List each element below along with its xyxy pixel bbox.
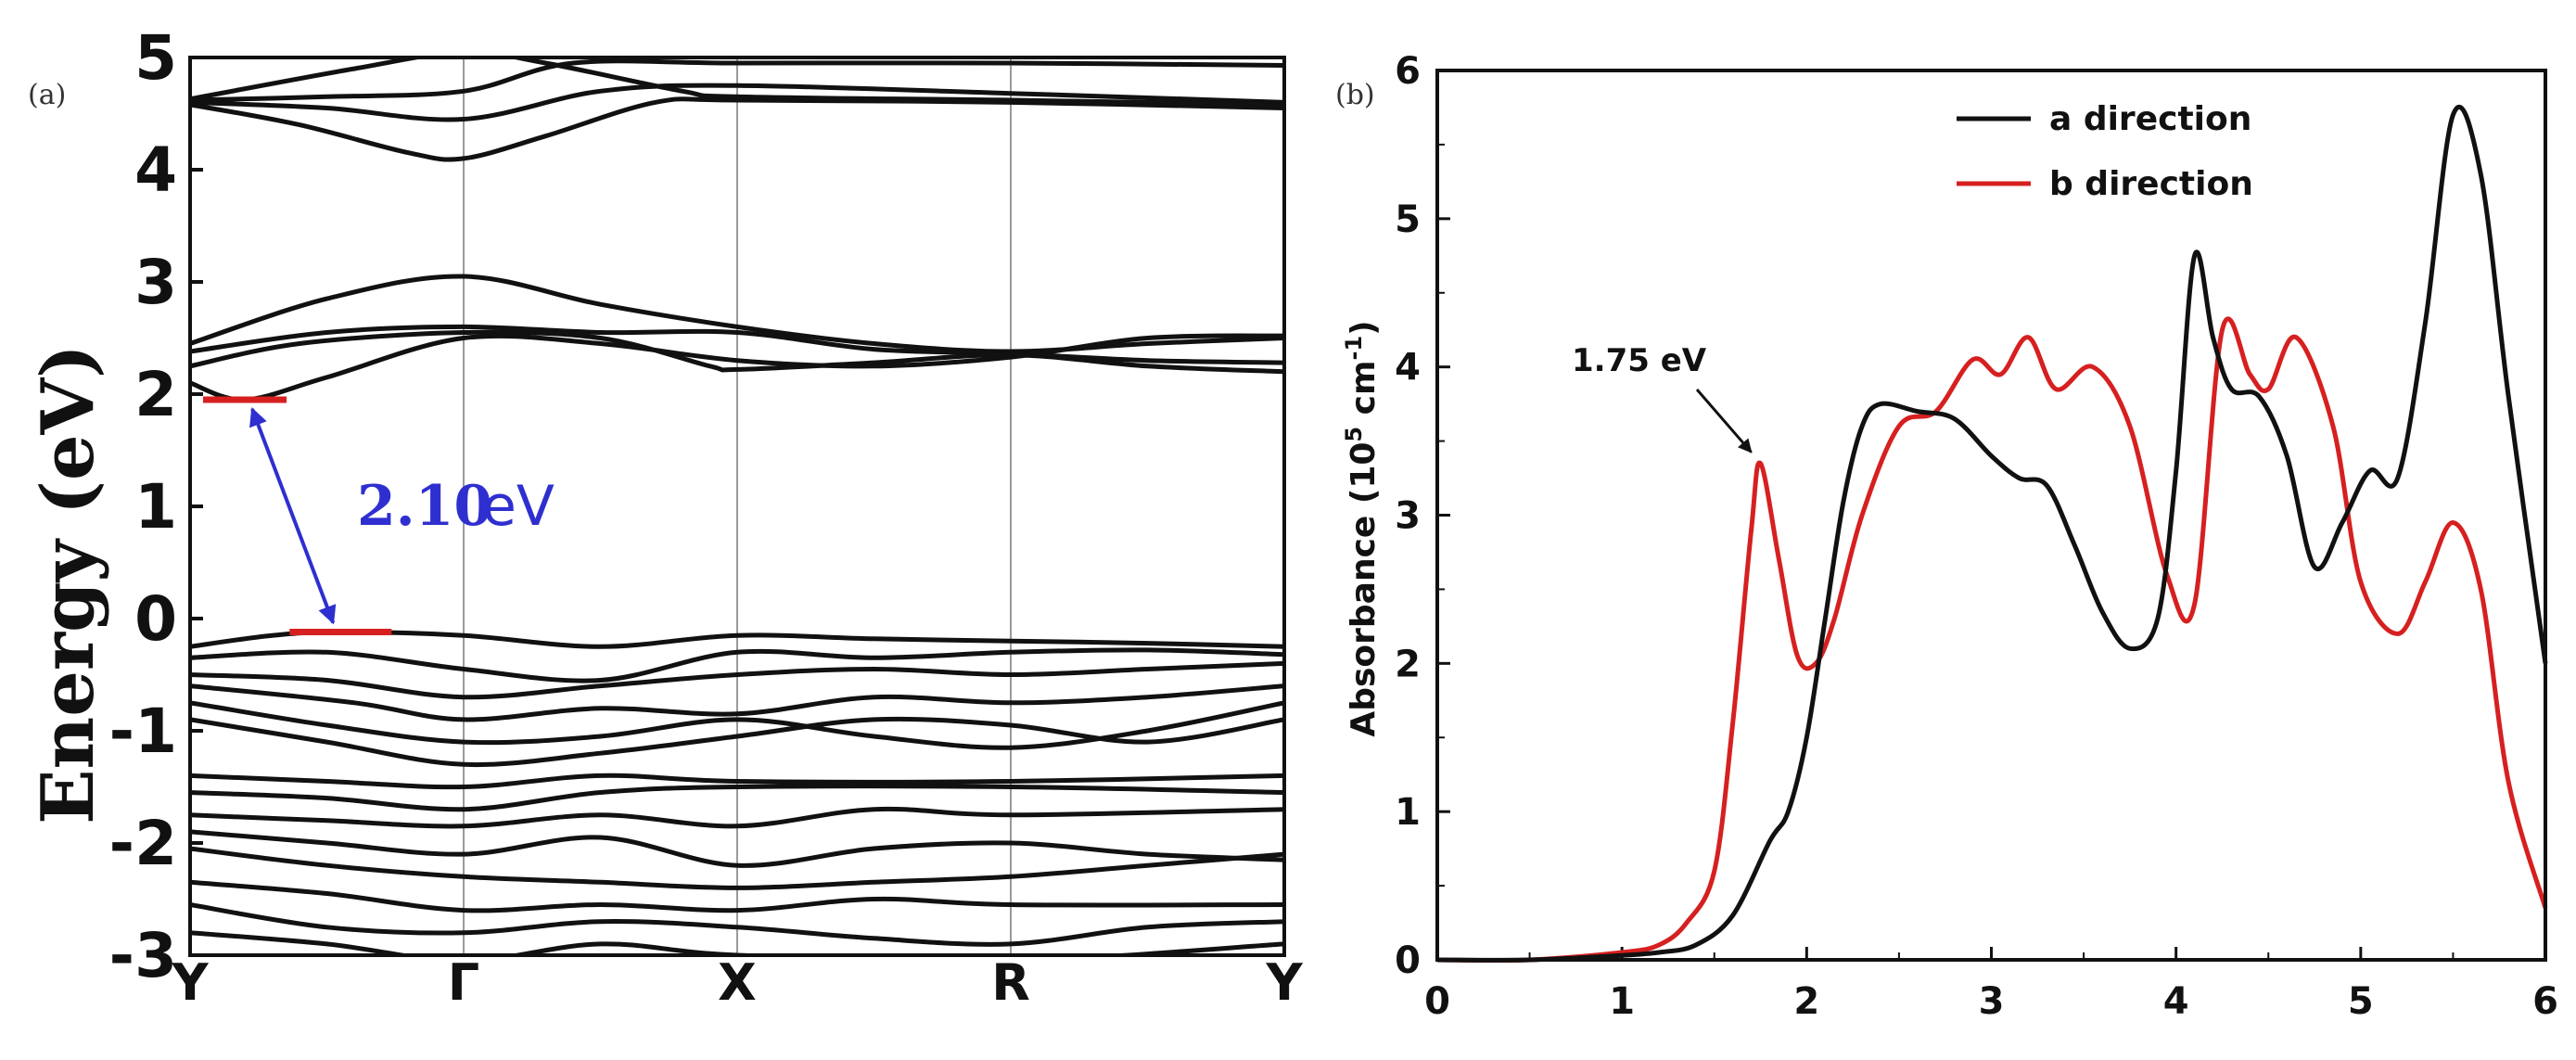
panel-b-y-axis-label: Absorbance (105 cm-1) <box>1341 320 1383 736</box>
ylabel-close: ) <box>1345 320 1383 335</box>
y-tick-label: 3 <box>134 247 177 318</box>
band-gap-arrow <box>249 407 337 625</box>
y-tick-label: -2 <box>109 808 177 879</box>
ylabel-unit-sup: -1 <box>1341 336 1367 361</box>
k-point-label: Γ <box>448 953 479 1012</box>
band-line-cb-top-2 <box>190 83 1284 122</box>
band-line-vb-2 <box>190 647 1284 683</box>
band-line-vb-11 <box>190 846 1284 890</box>
band-line-cb-4 <box>190 333 1284 402</box>
x-tick-label: 6 <box>2532 980 2558 1023</box>
band-line-vb-12 <box>190 879 1284 913</box>
band-gap-unit: eV <box>482 474 555 539</box>
y-tick-label: 1 <box>1395 791 1421 834</box>
y-tick-label: 4 <box>134 134 177 206</box>
k-point-label: X <box>718 953 757 1012</box>
y-tick-label: 0 <box>1395 939 1421 982</box>
y-tick-label: 0 <box>134 583 177 655</box>
y-tick-label: -1 <box>109 696 177 767</box>
band-line-cb-top-1 <box>190 58 1284 103</box>
x-tick-label: 4 <box>2163 980 2189 1023</box>
panel-b-absorbance: (b) Absorbance (105 cm-1) 0 1 2 3 4 5 60123456… <box>1335 50 2558 1023</box>
x-tick-label: 1 <box>1609 980 1635 1023</box>
x-tick-label: 5 <box>2348 980 2374 1023</box>
band-line-cb-2 <box>190 324 1284 365</box>
panel-a-plot-frame <box>188 56 1286 957</box>
y-tick-label: 6 <box>1395 50 1421 93</box>
band-line-vb-6 <box>190 716 1284 768</box>
x-tick-label: 0 <box>1424 980 1450 1023</box>
band-line-vb-9 <box>190 806 1284 829</box>
peak-annotation-arrow <box>1695 389 1753 453</box>
panel-b-plot-frame <box>1435 69 2547 962</box>
ylabel-main: Absorbance (10 <box>1345 442 1383 737</box>
k-point-label: Y <box>171 953 209 1012</box>
peak-annotation-label: 1.75 eV <box>1572 342 1707 379</box>
y-tick-label: 3 <box>1395 495 1421 538</box>
band-line-vb-13 <box>190 902 1284 947</box>
series-line-a-direction <box>1436 105 2548 963</box>
band-line-vb-7 <box>190 773 1284 790</box>
y-tick-label: 1 <box>134 471 177 543</box>
ylabel-sup: 5 <box>1341 427 1367 442</box>
y-tick-label: 5 <box>134 22 177 94</box>
band-line-vb-10 <box>190 829 1284 868</box>
y-tick-label: 2 <box>1395 643 1421 685</box>
series-line-b-direction <box>1436 316 2548 964</box>
band-line-vb-3 <box>190 660 1284 700</box>
y-tick-label: 2 <box>134 359 177 430</box>
x-tick-label: 2 <box>1793 980 1819 1023</box>
panel-b-label: (b) <box>1335 79 1375 111</box>
k-point-label: R <box>991 953 1030 1012</box>
panel-a-y-axis-label: Energy (eV) <box>26 344 110 824</box>
k-point-label: Y <box>1265 953 1303 1012</box>
y-tick-label: -3 <box>109 920 177 991</box>
panel-a-label: (a) <box>28 79 66 111</box>
x-tick-label: 3 <box>1979 980 2005 1023</box>
y-tick-label: 4 <box>1395 347 1421 390</box>
band-line-vb-14 <box>190 930 1284 955</box>
band-gap-value: 2.10 <box>357 474 492 539</box>
band-line-cb-1 <box>190 274 1284 354</box>
band-line-vb-4 <box>190 683 1284 722</box>
ylabel-unit: cm <box>1345 360 1383 426</box>
band-line-vb-8 <box>190 784 1284 812</box>
band-line-cb-top-4 <box>190 57 1284 108</box>
legend-label: b direction <box>2049 165 2253 203</box>
legend-label: a direction <box>2049 100 2251 138</box>
y-tick-label: 5 <box>1395 198 1421 241</box>
band-line-cb-3 <box>190 329 1284 375</box>
